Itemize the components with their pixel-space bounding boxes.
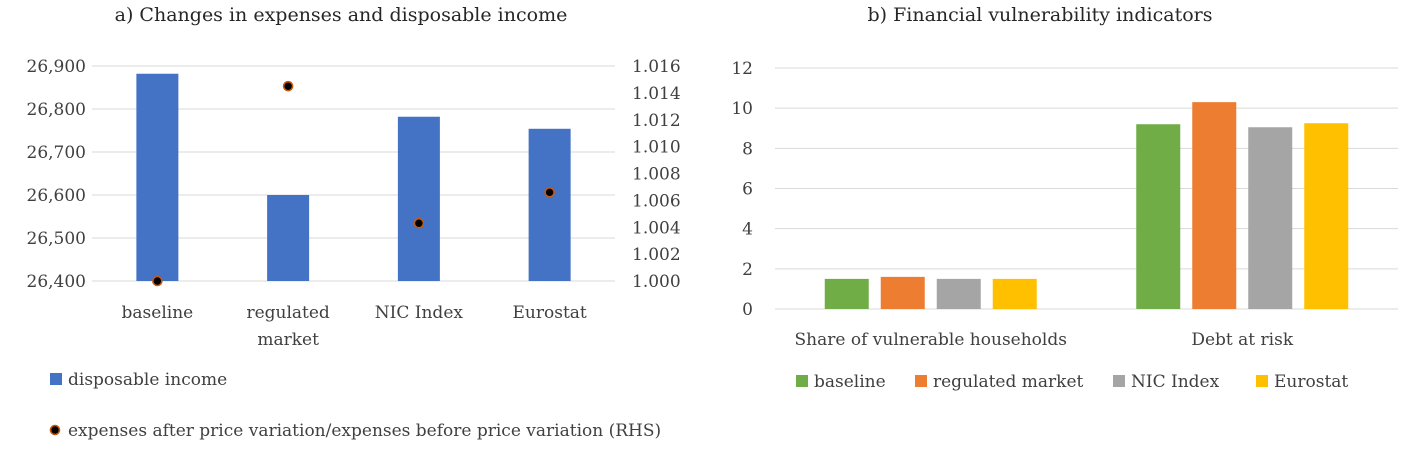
- chart-a-y-tick: 26,400: [27, 272, 86, 292]
- chart-a-bar: [267, 195, 310, 281]
- chart-a-y-tick: 26,700: [27, 143, 86, 163]
- chart-a-y2-tick: 1.010: [632, 138, 681, 158]
- chart-b-bar: [992, 278, 1037, 309]
- chart-a-point: [413, 217, 425, 229]
- chart-a-y2-tick: 1.012: [632, 111, 681, 131]
- chart-a-point: [544, 187, 555, 198]
- chart-b-y-tick: 2: [742, 260, 753, 280]
- chart-a-x-label: NIC Index: [375, 303, 464, 323]
- legend-swatch-disposable-income: [50, 373, 62, 385]
- legend-label-eurostat: Eurostat: [1274, 372, 1348, 392]
- chart-b-y-tick: 0: [742, 300, 753, 320]
- chart-a-y2-tick: 1.006: [632, 191, 681, 211]
- chart-b-bar: [1248, 127, 1293, 309]
- chart-a-bar: [136, 73, 179, 282]
- chart-a-y2-tick: 1.008: [632, 165, 681, 185]
- legend-swatch-regulated-market: [915, 375, 927, 387]
- chart-a-x-label: Eurostat: [513, 303, 587, 323]
- chart-b-y-tick: 12: [731, 59, 753, 79]
- chart-a-bar: [397, 116, 440, 282]
- legend-label-expenses-ratio: expenses after price variation/expenses …: [68, 421, 661, 441]
- chart-b-bar: [824, 278, 869, 309]
- legend-label-baseline: baseline: [814, 372, 886, 392]
- chart-b: 0 2 4 6 8 10 12 Share of vulnerable households D…: [731, 59, 1398, 392]
- legend-label-regulated-market: regulated market: [933, 372, 1084, 392]
- chart-a-point: [282, 80, 294, 92]
- chart-a-y-tick: 26,900: [27, 57, 86, 77]
- chart-b-bar: [1136, 124, 1181, 309]
- chart-a-y-tick: 26,800: [27, 100, 86, 120]
- legend-swatch-nic-index: [1113, 375, 1125, 387]
- legend-swatch-baseline: [796, 375, 808, 387]
- chart-b-y-tick: 10: [731, 99, 753, 119]
- chart-b-x-label: Share of vulnerable households: [795, 330, 1067, 350]
- chart-a-x-label: market: [257, 330, 319, 350]
- chart-a-y-tick: 26,500: [27, 229, 86, 249]
- chart-a-point: [152, 275, 163, 287]
- chart-a-y2-tick: 1.016: [632, 57, 681, 77]
- chart-a-x-label: regulated: [246, 303, 329, 323]
- chart-b-x-label: Debt at risk: [1191, 330, 1293, 350]
- chart-a-y2-tick: 1.002: [632, 245, 681, 265]
- chart-b-y-tick: 6: [742, 180, 753, 200]
- chart-b-bar: [1192, 102, 1237, 310]
- chart-a-y2-tick: 1.004: [632, 218, 681, 238]
- legend-label-nic-index: NIC Index: [1131, 372, 1220, 392]
- chart-a-y-tick: 26,600: [27, 186, 86, 206]
- chart-a-x-label: baseline: [122, 303, 194, 323]
- legend-label-disposable-income: disposable income: [68, 370, 227, 390]
- chart-b-bar: [880, 276, 925, 309]
- chart-b-y-tick: 8: [742, 139, 753, 159]
- chart-a-bar: [528, 128, 571, 281]
- chart-a-y2-tick: 1.000: [632, 272, 681, 292]
- chart-b-title: b) Financial vulnerability indicators: [867, 4, 1212, 26]
- chart-a-title: a) Changes in expenses and disposable in…: [115, 4, 568, 26]
- chart-a-y2-tick: 1.014: [632, 84, 681, 104]
- chart-b-bar: [936, 278, 981, 309]
- legend-marker-expenses-ratio: [49, 424, 61, 436]
- chart-a: 26,400 26,500 26,600 26,700 26,800 26,900 1.00…: [27, 57, 681, 441]
- chart-b-bar: [1304, 123, 1349, 310]
- legend-swatch-eurostat: [1256, 375, 1268, 387]
- chart-b-y-tick: 4: [742, 220, 753, 240]
